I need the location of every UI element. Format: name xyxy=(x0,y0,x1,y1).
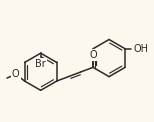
Text: Br: Br xyxy=(35,59,46,69)
Text: O: O xyxy=(12,69,20,79)
Text: OH: OH xyxy=(134,44,149,54)
Text: O: O xyxy=(89,50,97,60)
